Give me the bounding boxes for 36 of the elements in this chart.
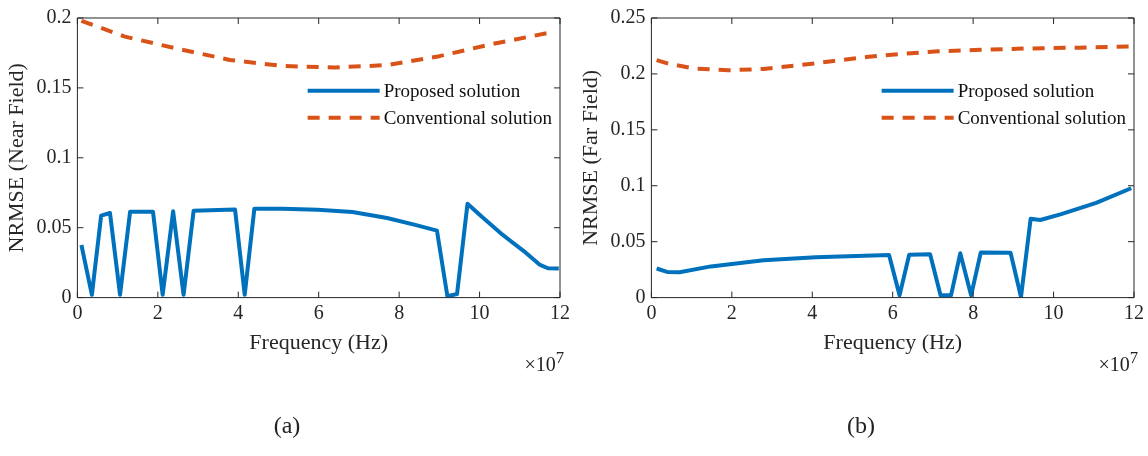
- x-tick-label: 10: [469, 300, 490, 323]
- y-tick-label: 0.1: [46, 145, 72, 168]
- y-axis-title: NRMSE (Near Field): [2, 63, 28, 253]
- y-tick-label: 0.1: [620, 173, 646, 196]
- legend-label: Proposed solution: [957, 79, 1095, 101]
- x-tick-label: 8: [968, 300, 979, 323]
- x-tick-label: 4: [233, 300, 244, 323]
- x-tick-label: 6: [313, 300, 324, 323]
- y-tick-label: 0.05: [36, 214, 72, 237]
- legend-label: Conventional solution: [383, 106, 553, 128]
- legend-label: Conventional solution: [957, 106, 1127, 128]
- x-axis-title: Frequency (Hz): [823, 328, 963, 354]
- x-tick-label: 6: [887, 300, 898, 323]
- x-axis-title: Frequency (Hz): [249, 328, 389, 354]
- y-axis-title: NRMSE (Far Field): [576, 69, 602, 246]
- x-tick-label: 12: [1124, 300, 1144, 323]
- y-tick-label: 0.05: [610, 228, 646, 251]
- y-tick-label: 0: [61, 284, 72, 307]
- text: ×10$^{7}$: [1098, 348, 1138, 376]
- y-tick-label: 0: [635, 284, 646, 307]
- y-tick-label: 0.2: [46, 5, 72, 28]
- text: (b): [846, 412, 876, 439]
- text: (a): [272, 412, 302, 439]
- text: ×10$^{7}$: [524, 348, 564, 376]
- x-tick-label: 12: [550, 300, 570, 323]
- line-series: [79, 18, 550, 70]
- y-tick-label: 0.15: [36, 75, 72, 98]
- y-tick-label: 0.2: [620, 61, 646, 84]
- y-tick-label: 0.15: [610, 117, 646, 140]
- y-tick-label: 0.25: [610, 5, 646, 28]
- x-tick-label: 8: [394, 300, 405, 323]
- x-tick-label: 2: [152, 300, 163, 323]
- x-tick-label: 2: [726, 300, 737, 323]
- legend-label: Proposed solution: [383, 79, 521, 101]
- x-tick-label: 10: [1043, 300, 1064, 323]
- x-tick-label: 4: [807, 300, 818, 323]
